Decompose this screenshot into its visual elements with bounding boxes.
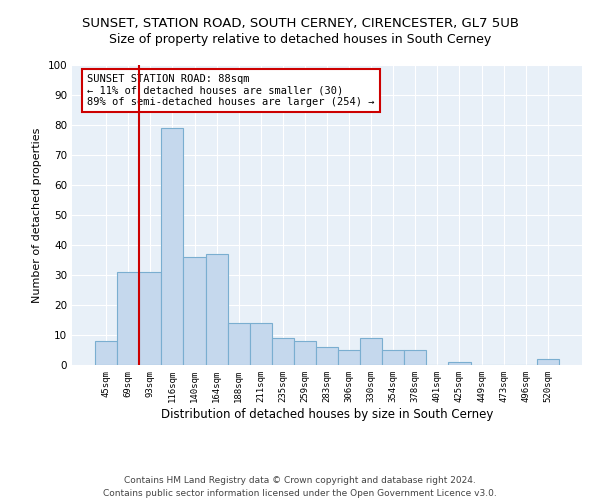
Bar bbox=[206, 254, 227, 365]
Bar bbox=[537, 359, 559, 365]
Bar bbox=[316, 347, 338, 365]
Bar bbox=[448, 362, 470, 365]
Bar bbox=[272, 338, 294, 365]
Bar bbox=[294, 341, 316, 365]
Bar bbox=[250, 323, 272, 365]
Bar bbox=[404, 350, 427, 365]
Y-axis label: Number of detached properties: Number of detached properties bbox=[32, 128, 42, 302]
Text: SUNSET STATION ROAD: 88sqm
← 11% of detached houses are smaller (30)
89% of semi: SUNSET STATION ROAD: 88sqm ← 11% of deta… bbox=[88, 74, 375, 107]
Bar bbox=[139, 272, 161, 365]
Bar bbox=[227, 323, 250, 365]
Bar bbox=[117, 272, 139, 365]
Bar bbox=[161, 128, 184, 365]
Bar bbox=[338, 350, 360, 365]
Text: SUNSET, STATION ROAD, SOUTH CERNEY, CIRENCESTER, GL7 5UB: SUNSET, STATION ROAD, SOUTH CERNEY, CIRE… bbox=[82, 18, 518, 30]
Text: Size of property relative to detached houses in South Cerney: Size of property relative to detached ho… bbox=[109, 32, 491, 46]
Bar bbox=[360, 338, 382, 365]
Bar bbox=[184, 257, 206, 365]
Bar bbox=[95, 341, 117, 365]
X-axis label: Distribution of detached houses by size in South Cerney: Distribution of detached houses by size … bbox=[161, 408, 493, 420]
Bar bbox=[382, 350, 404, 365]
Text: Contains HM Land Registry data © Crown copyright and database right 2024.
Contai: Contains HM Land Registry data © Crown c… bbox=[103, 476, 497, 498]
